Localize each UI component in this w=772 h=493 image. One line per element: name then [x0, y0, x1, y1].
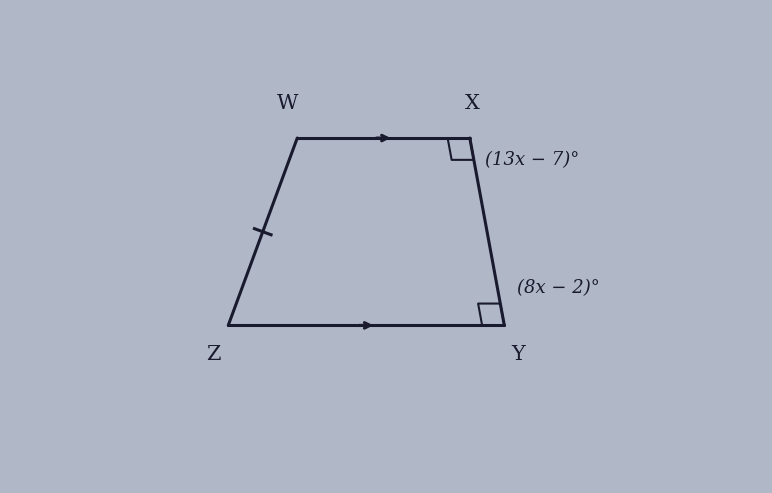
Text: Y: Y [512, 345, 526, 364]
Text: (8x − 2)°: (8x − 2)° [516, 280, 599, 297]
Text: X: X [465, 94, 479, 113]
Text: Z: Z [206, 345, 221, 364]
Text: W: W [276, 94, 298, 113]
Text: (13x − 7)°: (13x − 7)° [485, 151, 579, 169]
